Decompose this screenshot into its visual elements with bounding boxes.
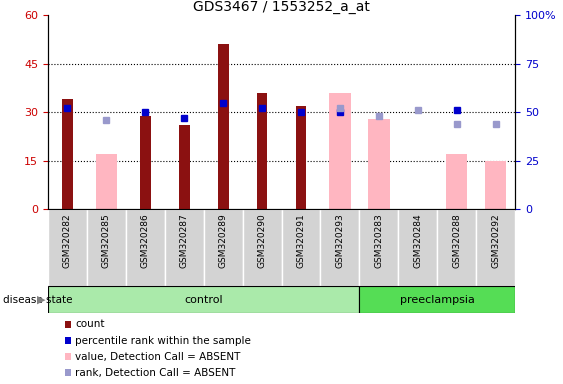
Text: count: count [75, 319, 105, 329]
Text: GSM320289: GSM320289 [218, 213, 227, 268]
Bar [48, 209, 87, 286]
Bar [218, 45, 229, 209]
Bar [257, 93, 267, 209]
Text: ▶: ▶ [37, 295, 45, 305]
Bar [329, 93, 351, 209]
Bar [296, 106, 306, 209]
Text: percentile rank within the sample: percentile rank within the sample [75, 336, 251, 346]
Text: value, Detection Call = ABSENT: value, Detection Call = ABSENT [75, 352, 241, 362]
Text: GSM320282: GSM320282 [63, 213, 72, 268]
Bar [437, 209, 476, 286]
Bar [126, 209, 165, 286]
Text: GSM320286: GSM320286 [141, 213, 150, 268]
Bar [87, 209, 126, 286]
Text: GSM320293: GSM320293 [336, 213, 345, 268]
Bar [165, 209, 204, 286]
Bar [485, 161, 506, 209]
Bar [243, 209, 282, 286]
Bar [446, 154, 467, 209]
Bar [359, 209, 399, 286]
Text: GSM320285: GSM320285 [102, 213, 111, 268]
Text: GSM320290: GSM320290 [257, 213, 266, 268]
Text: GSM320291: GSM320291 [297, 213, 306, 268]
Text: GSM320283: GSM320283 [374, 213, 383, 268]
Bar [282, 209, 320, 286]
Bar [320, 209, 359, 286]
Bar [140, 116, 151, 209]
Text: preeclampsia: preeclampsia [400, 295, 475, 305]
Text: disease state: disease state [3, 295, 72, 305]
Title: GDS3467 / 1553252_a_at: GDS3467 / 1553252_a_at [193, 0, 370, 14]
Text: rank, Detection Call = ABSENT: rank, Detection Call = ABSENT [75, 368, 236, 378]
Text: GSM320287: GSM320287 [180, 213, 189, 268]
Text: GSM320288: GSM320288 [452, 213, 461, 268]
Bar [204, 209, 243, 286]
Bar [96, 154, 117, 209]
Bar [48, 286, 359, 313]
Bar [62, 99, 73, 209]
Bar [178, 125, 190, 209]
Bar [359, 286, 515, 313]
Bar [399, 209, 437, 286]
Bar [476, 209, 515, 286]
Bar [368, 119, 390, 209]
Text: control: control [184, 295, 223, 305]
Text: GSM320292: GSM320292 [491, 213, 500, 268]
Text: GSM320284: GSM320284 [413, 213, 422, 268]
